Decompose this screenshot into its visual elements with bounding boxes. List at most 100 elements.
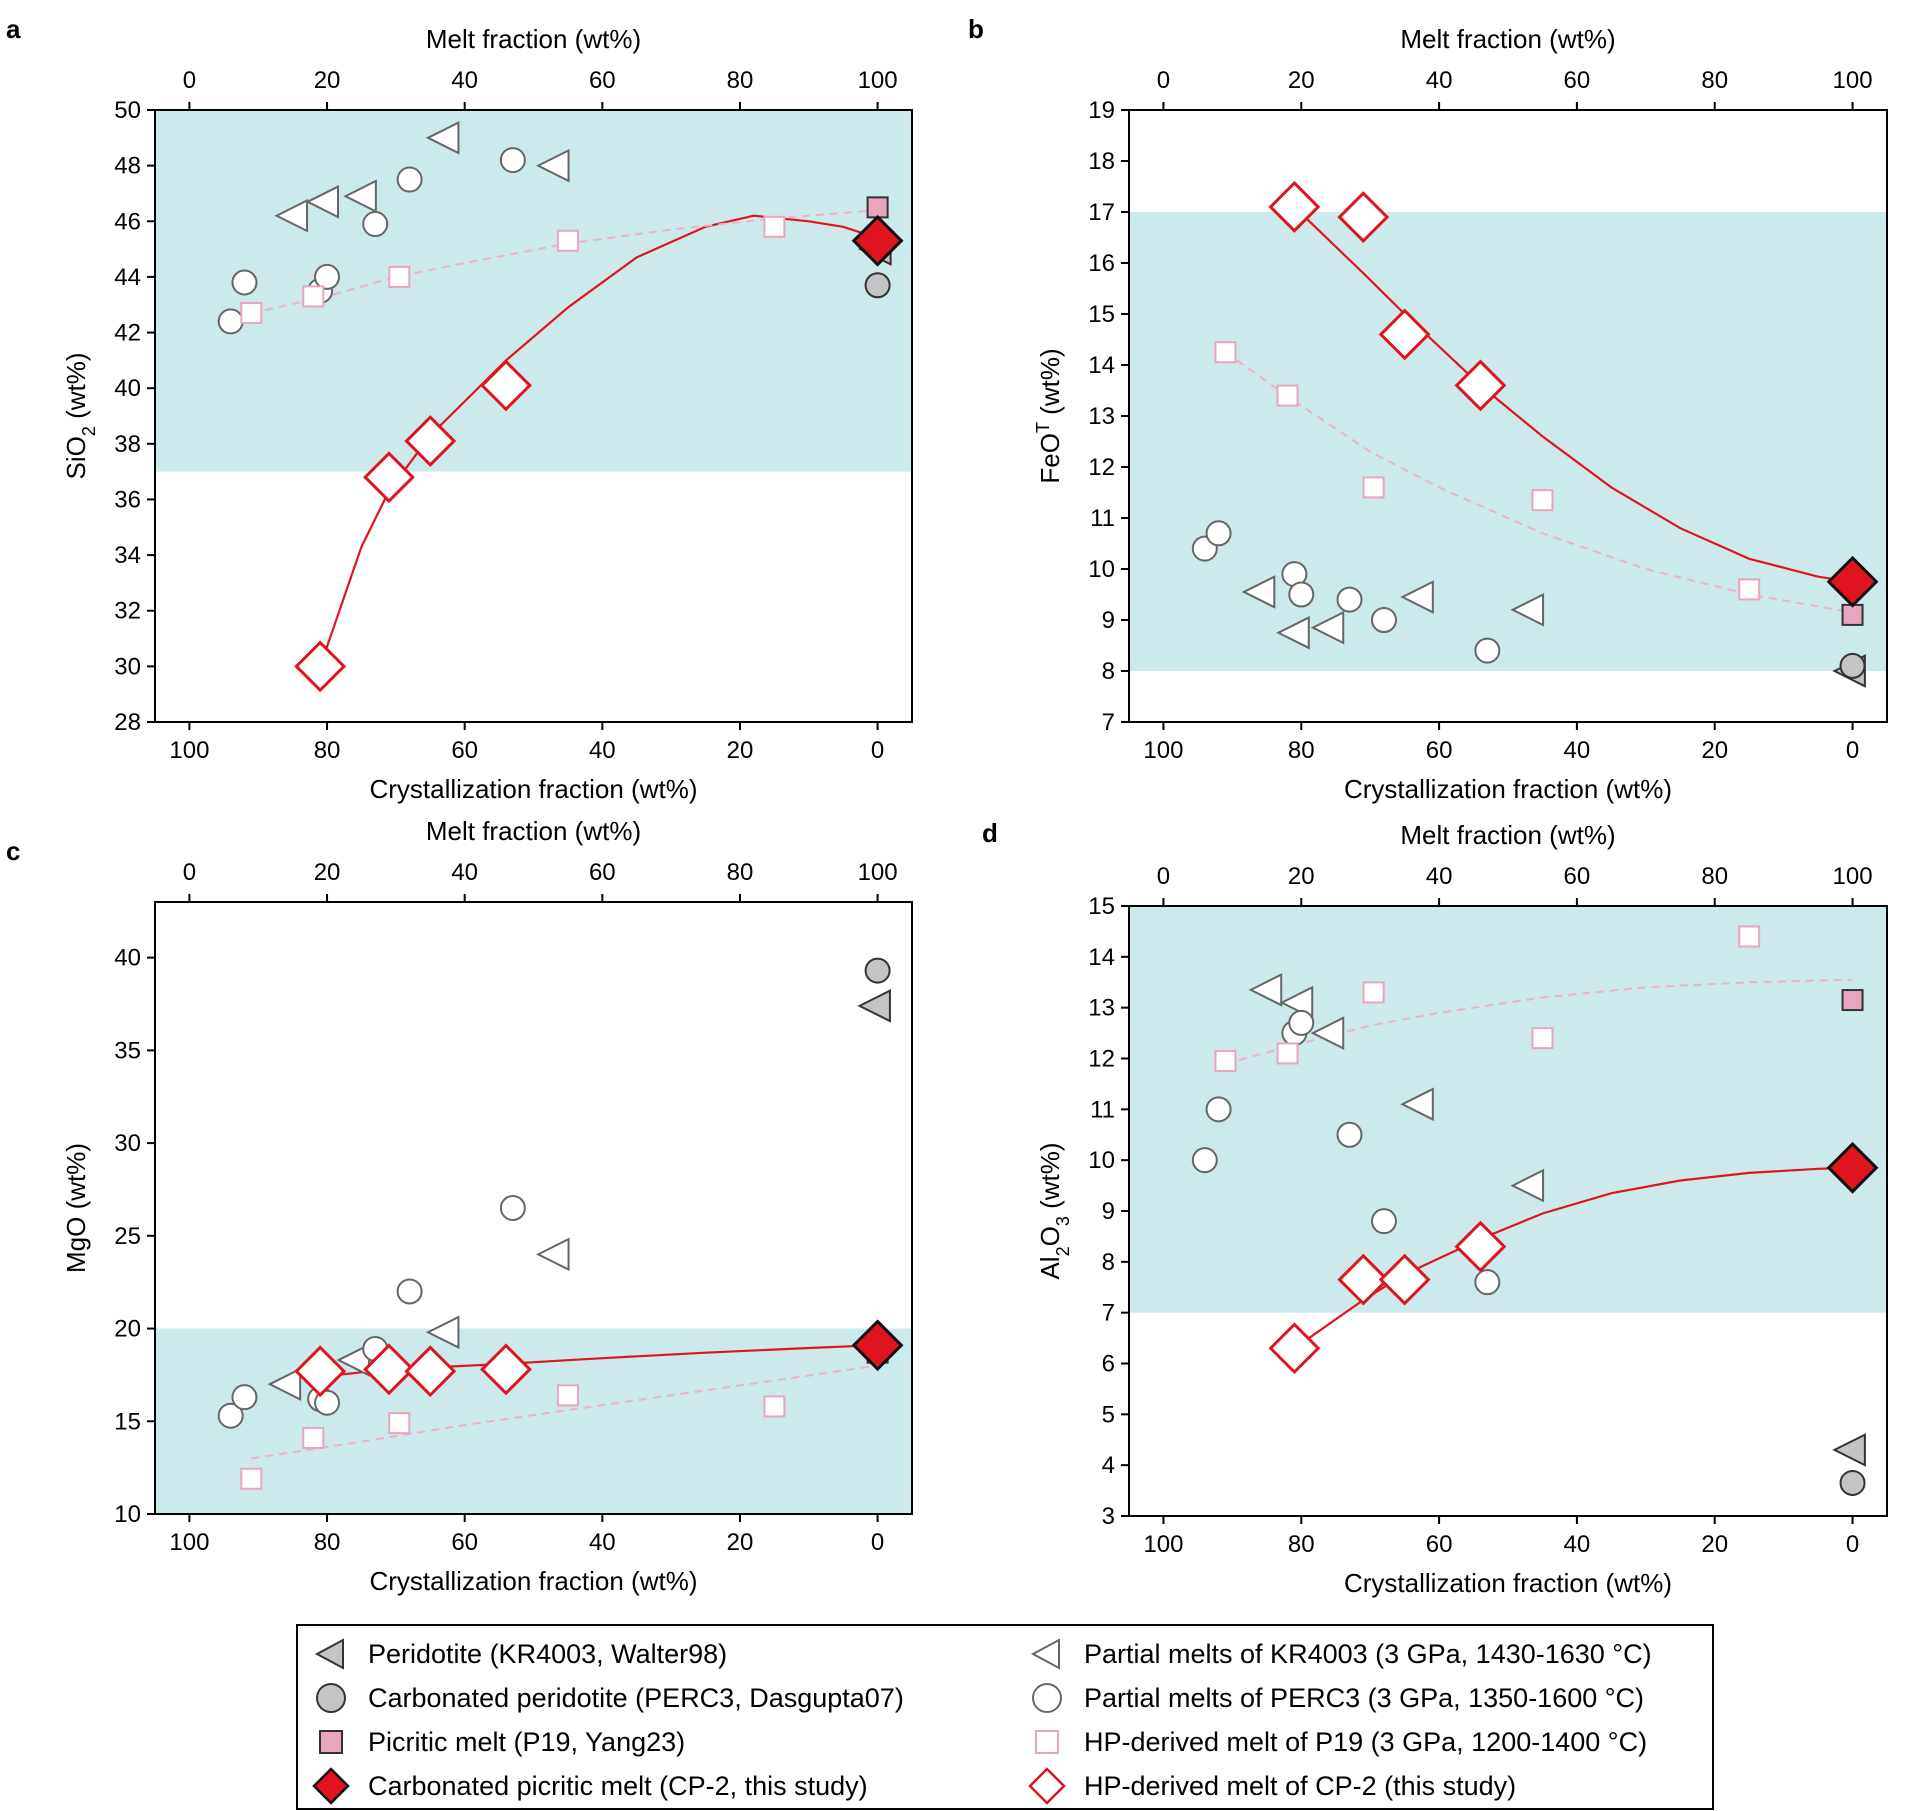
data-point-triangle-left-open [1510, 1168, 1545, 1203]
data-point-triangle-left-open [425, 1315, 460, 1350]
top-x-tick-label: 100 [858, 67, 898, 94]
x-tick-label: 40 [1564, 737, 1591, 764]
data-point-square-open [1362, 981, 1385, 1004]
legend-item-carbonated-picritic-melt: Carbonated picritic melt (CP-2, this stu… [308, 1766, 868, 1806]
y-tick-label: 13 [1088, 403, 1115, 430]
data-point-triangle-left-open [343, 179, 377, 214]
y-tick-label: 10 [114, 1501, 141, 1528]
y-tick-label: 3 [1102, 1503, 1115, 1530]
plot-frame [154, 109, 913, 723]
data-point-circle-open [396, 166, 423, 193]
data-point-diamond-open [1337, 1253, 1390, 1306]
x-tick-label: 100 [169, 1529, 209, 1556]
panel-label-d: d [982, 818, 998, 848]
top-x-tick-label: 60 [589, 859, 616, 886]
x-tick-label: 60 [451, 1529, 478, 1556]
chart-panel-b: 100 80 60 40 20 0 0 20 40 60 80 100 7 8 9 10 11 12 13 14 15 1… [1033, 24, 1888, 804]
data-point-triangle-left-filled [1832, 1433, 1866, 1467]
data-point-diamond-open [363, 1343, 415, 1396]
data-point-triangle-left-open [1248, 973, 1283, 1007]
data-point-diamond-open [1454, 359, 1507, 412]
top-x-axis-title: Melt fraction (wt%) [426, 24, 641, 54]
x-tick-label: 0 [871, 737, 884, 764]
data-point-circle-open [314, 263, 341, 290]
top-x-tick-label: 60 [1564, 863, 1591, 890]
y-axis-title: FeOT (wt%) [1033, 348, 1065, 483]
data-point-triangle-left-open [425, 121, 460, 155]
data-point-circle-open [1191, 1147, 1218, 1174]
y-tick-label: 11 [1090, 505, 1115, 532]
data-point-square-filled [1841, 989, 1864, 1012]
data-point-circle-filled [864, 957, 891, 984]
data-point-square-open [1531, 489, 1554, 512]
data-point-diamond-open [363, 451, 415, 504]
x-axis-title: Crystallization fraction (wt%) [370, 774, 698, 804]
top-x-tick-label: 40 [1426, 67, 1453, 94]
top-x-tick-label: 60 [589, 67, 616, 94]
panel-label-a: a [6, 14, 21, 44]
y-tick-label: 16 [1088, 250, 1115, 277]
data-point-square-open [1738, 925, 1761, 948]
y-tick-label: 10 [1088, 1147, 1115, 1174]
data-point-square-open [556, 1384, 579, 1407]
data-point-square-open [1214, 1050, 1237, 1073]
data-point-diamond-filled [1826, 1141, 1879, 1194]
data-point-diamond-filled [851, 214, 904, 267]
data-point-circle-open [1370, 1208, 1397, 1235]
top-x-tick-label: 0 [183, 67, 196, 94]
y-tick-label: 8 [1102, 658, 1115, 685]
data-point-square-open [1362, 476, 1385, 499]
data-point-triangle-left-open [1310, 1016, 1345, 1050]
y-tick-label: 46 [114, 208, 141, 235]
shaded-range-band [155, 1328, 912, 1514]
legend-item-partial-melts-kr4003: Partial melts of KR4003 (3 GPa, 1430-163… [1024, 1634, 1652, 1674]
data-point-circle-open [231, 1384, 258, 1411]
y-tick-label: 13 [1088, 995, 1115, 1022]
circle-filled-icon [308, 1678, 354, 1718]
data-point-circle-open [1474, 1269, 1501, 1296]
x-axis-title: Crystallization fraction (wt%) [370, 1566, 698, 1596]
data-point-diamond-open [1378, 1253, 1431, 1306]
fit-curve-cp2 [1293, 1166, 1853, 1350]
data-point-square-open [1738, 578, 1761, 601]
y-tick-label: 15 [1088, 893, 1115, 920]
legend-label: Partial melts of KR4003 (3 GPa, 1430-163… [1084, 1638, 1652, 1669]
data-point-square-open [388, 265, 411, 288]
fit-curve-cp2 [319, 214, 878, 667]
triangle-left-open-icon [1024, 1634, 1070, 1674]
chart-panel-c: 100 80 60 40 20 0 0 20 40 60 80 100 10 15 20 25 30 35 40 Cr… [61, 816, 913, 1596]
x-tick-label: 60 [1426, 737, 1453, 764]
data-point-diamond-open [404, 1345, 457, 1398]
y-tick-label: 18 [1088, 148, 1115, 175]
data-point-square-open [1276, 384, 1299, 407]
data-point-square-open [763, 215, 786, 238]
shaded-range-band [1129, 906, 1887, 1313]
data-point-diamond-open [1337, 191, 1390, 244]
y-tick-label: 9 [1102, 1198, 1115, 1225]
data-point-triangle-left-open [535, 148, 570, 183]
x-tick-label: 0 [1846, 737, 1859, 764]
data-point-square-open [240, 1467, 263, 1490]
y-tick-label: 34 [114, 542, 141, 569]
legend-label: Picritic melt (P19, Yang23) [368, 1726, 686, 1757]
y-tick-label: 25 [114, 1223, 141, 1250]
legend-label: HP-derived melt of P19 (3 GPa, 1200-1400… [1084, 1726, 1648, 1757]
y-tick-label: 15 [1088, 301, 1115, 328]
y-tick-label: 50 [114, 97, 141, 124]
data-point-circle-open [231, 269, 258, 296]
data-point-triangle-left-open [305, 184, 340, 219]
top-x-tick-label: 20 [1288, 67, 1315, 94]
x-tick-label: 20 [727, 1529, 754, 1556]
plot-frame [154, 901, 913, 1515]
data-point-triangle-left-open [1276, 615, 1310, 650]
y-axis-title: MgO (wt%) [61, 1143, 91, 1273]
data-point-triangle-left-filled [857, 989, 891, 1023]
x-tick-label: 40 [589, 737, 616, 764]
y-tick-label: 6 [1102, 1351, 1115, 1378]
legend-label: Carbonated peridotite (PERC3, Dasgupta07… [368, 1682, 904, 1713]
y-tick-label: 5 [1102, 1401, 1115, 1428]
data-point-diamond-open [480, 1343, 532, 1396]
x-axis-title: Crystallization fraction (wt%) [1344, 774, 1672, 804]
top-x-tick-label: 20 [314, 67, 341, 94]
y-tick-label: 8 [1102, 1249, 1115, 1276]
